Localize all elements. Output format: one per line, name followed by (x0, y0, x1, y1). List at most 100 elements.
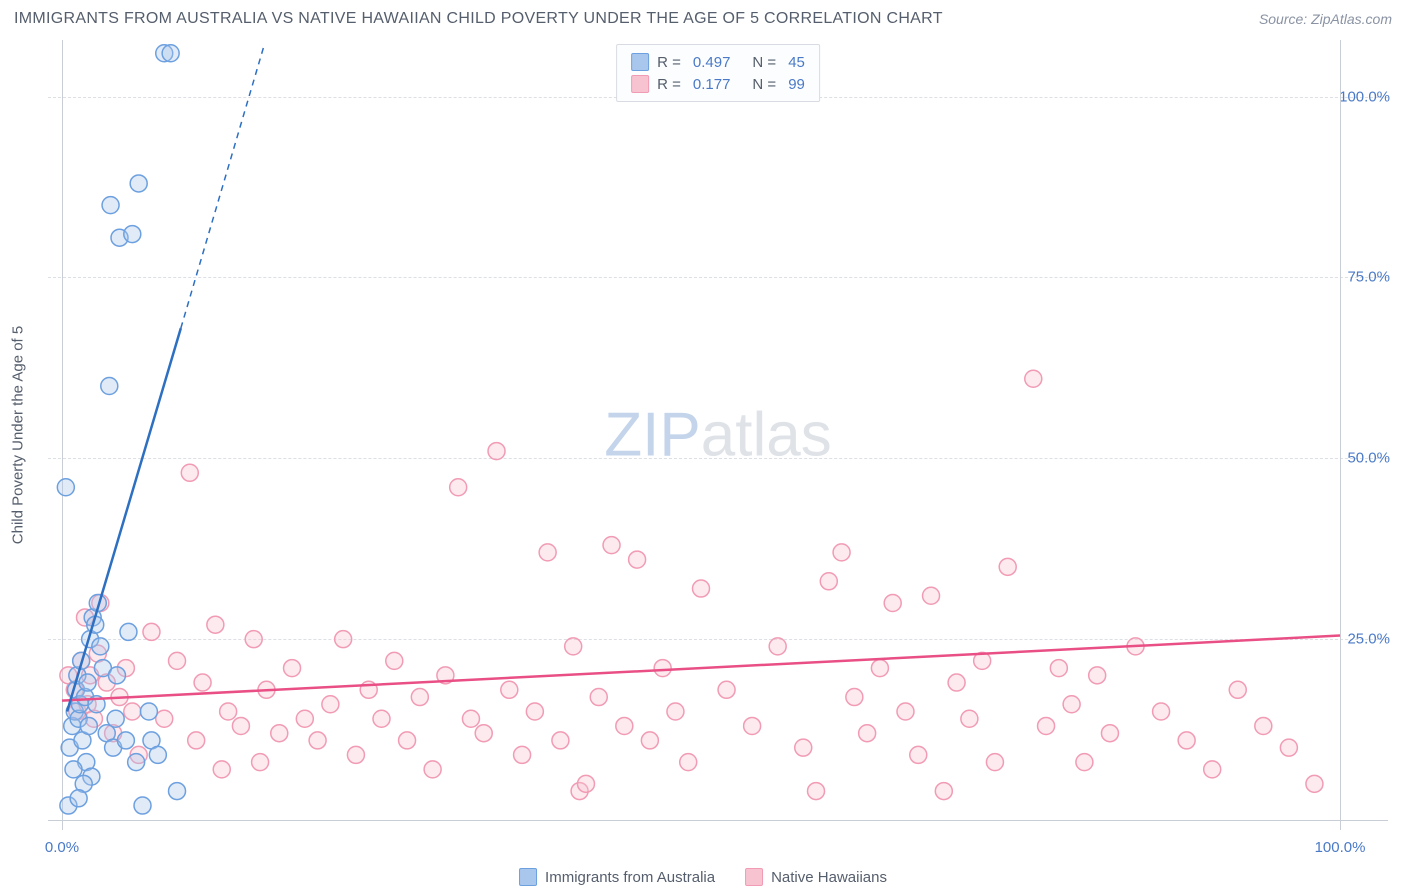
data-point (1255, 717, 1272, 734)
legend-row-1: R = 0.497 N = 45 (631, 51, 805, 73)
data-point (616, 717, 633, 734)
data-point (245, 631, 262, 648)
data-point (897, 703, 914, 720)
bottom-legend: Immigrants from Australia Native Hawaiia… (519, 868, 887, 886)
legend-swatch-pink (631, 75, 649, 93)
data-point (207, 616, 224, 633)
data-point (641, 732, 658, 749)
data-point (961, 710, 978, 727)
legend-swatch-pink-bottom (745, 868, 763, 886)
n-val-1: 45 (788, 54, 805, 71)
data-point (999, 558, 1016, 575)
data-point (156, 710, 173, 727)
data-point (910, 746, 927, 763)
data-point (194, 674, 211, 691)
source-label: Source: ZipAtlas.com (1259, 11, 1392, 27)
trend-line (181, 46, 264, 328)
data-point (120, 623, 137, 640)
data-point (386, 652, 403, 669)
legend-swatch-blue (631, 53, 649, 71)
data-point (935, 783, 952, 800)
data-point (769, 638, 786, 655)
data-point (65, 761, 82, 778)
data-point (948, 674, 965, 691)
data-point (1280, 739, 1297, 756)
data-point (820, 573, 837, 590)
data-point (309, 732, 326, 749)
data-point (399, 732, 416, 749)
chart-title: IMMIGRANTS FROM AUSTRALIA VS NATIVE HAWA… (14, 10, 943, 28)
data-point (718, 681, 735, 698)
data-point (128, 754, 145, 771)
r-val-1: 0.497 (693, 54, 731, 71)
legend-row-2: R = 0.177 N = 99 (631, 73, 805, 95)
data-point (124, 226, 141, 243)
data-point (654, 660, 671, 677)
data-point (213, 761, 230, 778)
data-point (1089, 667, 1106, 684)
data-point (130, 175, 147, 192)
series1-label: Immigrants from Australia (545, 869, 715, 886)
data-point (1101, 725, 1118, 742)
data-point (373, 710, 390, 727)
data-point (539, 544, 556, 561)
n-label-1: N = (752, 54, 776, 71)
data-point (108, 667, 125, 684)
data-point (169, 652, 186, 669)
data-point (1050, 660, 1067, 677)
data-point (693, 580, 710, 597)
data-point (271, 725, 288, 742)
data-point (565, 638, 582, 655)
bottom-legend-item-2: Native Hawaiians (745, 868, 887, 886)
x-tick-label: 0.0% (45, 839, 79, 856)
data-point (102, 197, 119, 214)
data-point (475, 725, 492, 742)
data-point (335, 631, 352, 648)
data-point (1076, 754, 1093, 771)
data-point (1306, 775, 1323, 792)
data-point (284, 660, 301, 677)
data-point (986, 754, 1003, 771)
r-label-2: R = (657, 76, 681, 93)
data-point (501, 681, 518, 698)
data-point (143, 623, 160, 640)
data-point (1025, 370, 1042, 387)
data-point (577, 775, 594, 792)
data-point (514, 746, 531, 763)
title-bar: IMMIGRANTS FROM AUSTRALIA VS NATIVE HAWA… (14, 10, 1392, 28)
series2-label: Native Hawaiians (771, 869, 887, 886)
n-val-2: 99 (788, 76, 805, 93)
data-point (1153, 703, 1170, 720)
data-point (629, 551, 646, 568)
data-point (347, 746, 364, 763)
data-point (552, 732, 569, 749)
data-point (667, 703, 684, 720)
legend-swatch-blue-bottom (519, 868, 537, 886)
data-point (450, 479, 467, 496)
trend-line (67, 328, 181, 711)
data-point (884, 594, 901, 611)
data-point (140, 703, 157, 720)
data-point (1178, 732, 1195, 749)
data-point (181, 464, 198, 481)
data-point (162, 45, 179, 62)
x-tick-label: 100.0% (1315, 839, 1366, 856)
r-val-2: 0.177 (693, 76, 731, 93)
data-point (859, 725, 876, 742)
data-point (680, 754, 697, 771)
y-axis-label: Child Poverty Under the Age of 5 (10, 326, 27, 544)
data-point (117, 732, 134, 749)
bottom-legend-item-1: Immigrants from Australia (519, 868, 715, 886)
n-label-2: N = (752, 76, 776, 93)
data-point (833, 544, 850, 561)
data-point (220, 703, 237, 720)
data-point (232, 717, 249, 734)
data-point (462, 710, 479, 727)
data-point (296, 710, 313, 727)
data-point (107, 710, 124, 727)
data-point (603, 537, 620, 554)
data-point (923, 587, 940, 604)
data-point (871, 660, 888, 677)
data-point (1038, 717, 1055, 734)
data-point (795, 739, 812, 756)
